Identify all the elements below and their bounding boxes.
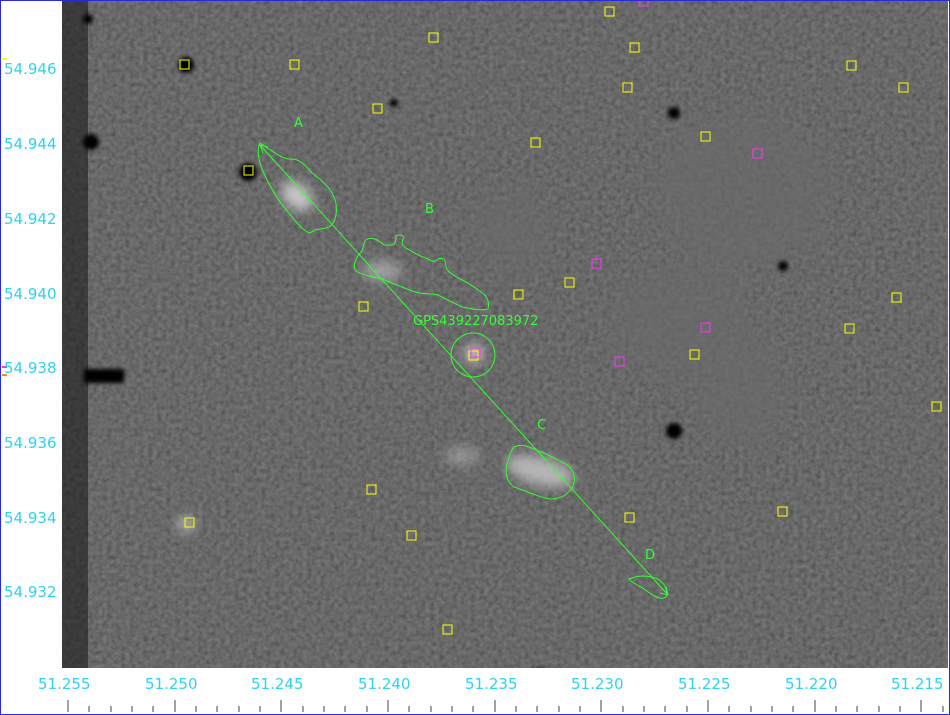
region-label-d: D: [645, 548, 656, 563]
x-tick-label: 51.245: [251, 675, 304, 693]
y-axis-area: [1, 1, 63, 712]
x-tick-label: 51.255: [38, 675, 91, 693]
region-label-a: A: [294, 116, 303, 131]
x-tick-label: 51.215: [891, 675, 944, 693]
y-tick-label: 54.944: [4, 135, 57, 153]
x-tick-label: 51.250: [145, 675, 198, 693]
y-tick-label: 54.946: [4, 60, 57, 78]
region-label-c: C: [537, 418, 547, 433]
y-tick-label: 54.936: [4, 434, 57, 452]
axis-marker-orange: [2, 374, 7, 376]
y-tick-label: 54.932: [4, 583, 57, 601]
axis-marker-magenta: [2, 366, 7, 368]
axis-marker-yellow: [2, 58, 7, 60]
x-axis-area: [62, 668, 948, 713]
x-tick-label: 51.225: [678, 675, 731, 693]
region-label-b: B: [425, 202, 434, 217]
y-tick-label: 54.942: [4, 210, 57, 228]
y-tick-label: 54.938: [4, 359, 57, 377]
y-tick-label: 54.940: [4, 285, 57, 303]
y-tick-label: 54.934: [4, 509, 57, 527]
x-tick-label: 51.235: [465, 675, 518, 693]
x-tick-label: 51.230: [571, 675, 624, 693]
sky-image[interactable]: A B GPS439227083972 C D: [62, 1, 948, 668]
target-region-label: GPS439227083972: [413, 314, 539, 329]
x-tick-label: 51.220: [785, 675, 838, 693]
sky-image-canvas: [62, 1, 948, 668]
x-tick-label: 51.240: [358, 675, 411, 693]
